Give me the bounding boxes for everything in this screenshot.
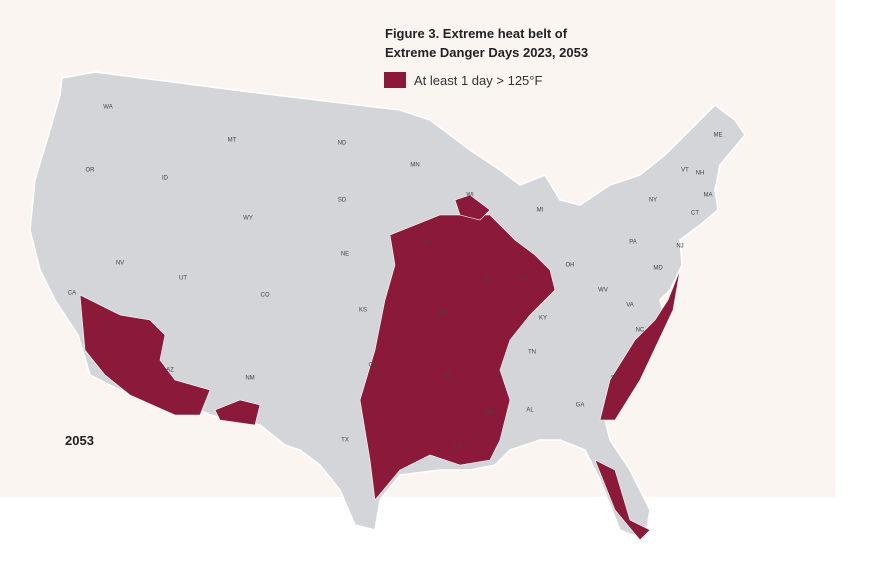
state-label: MN [410, 163, 419, 169]
state-label: AR [442, 373, 451, 379]
legend-label: At least 1 day > 125°F [414, 73, 542, 88]
state-label: IN [520, 276, 526, 282]
state-label: NV [116, 261, 124, 267]
heat-region [594, 459, 651, 541]
state-label: OR [86, 168, 96, 174]
state-label: CO [261, 293, 270, 299]
state-label: NH [696, 171, 705, 177]
title-line: Extreme Danger Days 2023, 2053 [385, 45, 588, 60]
state-label: MO [438, 311, 448, 317]
state-label: VA [626, 303, 634, 309]
state-label: AL [526, 408, 534, 414]
state-label: CT [691, 211, 699, 217]
state-label: TN [528, 350, 536, 356]
state-label: LA [454, 445, 461, 451]
state-label: ND [338, 141, 347, 147]
state-label: MS [486, 410, 495, 416]
state-label: PA [629, 240, 637, 246]
state-labels: WA OR CA NV ID MT WY UT AZ CO NM ND SD NE KS OK TX MN IA MO… [68, 105, 723, 451]
state-label: ID [162, 176, 169, 182]
state-label: IA [424, 241, 430, 247]
heat-belt [79, 194, 681, 541]
state-label: TX [341, 438, 349, 444]
state-label: WV [598, 288, 608, 294]
title-line: Figure 3. Extreme heat belt of [385, 26, 568, 41]
state-label: NJ [676, 244, 683, 250]
state-label: OK [369, 363, 378, 369]
state-label: ME [714, 133, 723, 139]
state-label: MI [537, 208, 544, 214]
year-label: 2053 [65, 433, 94, 448]
state-label: WA [103, 105, 112, 111]
state-label: WI [466, 193, 474, 199]
heat-region [214, 399, 261, 426]
state-label: CA [68, 291, 76, 297]
state-label: KS [359, 308, 367, 314]
legend-swatch [384, 72, 406, 88]
state-label: MA [704, 193, 713, 199]
state-label: MD [653, 266, 663, 272]
state-label: GA [576, 403, 585, 409]
state-label: VT [681, 168, 689, 174]
heat-region [359, 214, 556, 501]
heat-region [79, 294, 211, 416]
state-label: NC [636, 328, 645, 334]
heat-region [454, 194, 491, 221]
state-label: WY [243, 216, 253, 222]
state-label: OH [566, 263, 575, 269]
state-label: SC [611, 376, 620, 382]
state-label: KY [539, 316, 547, 322]
state-label: MT [228, 138, 237, 144]
state-label: IL [484, 276, 490, 282]
state-label: NY [649, 198, 657, 204]
state-label: NE [341, 252, 349, 258]
state-label: UT [179, 276, 187, 282]
state-label: SD [338, 198, 347, 204]
heat-region [599, 269, 681, 421]
state-label: NM [245, 376, 254, 382]
state-label: AZ [166, 368, 174, 374]
